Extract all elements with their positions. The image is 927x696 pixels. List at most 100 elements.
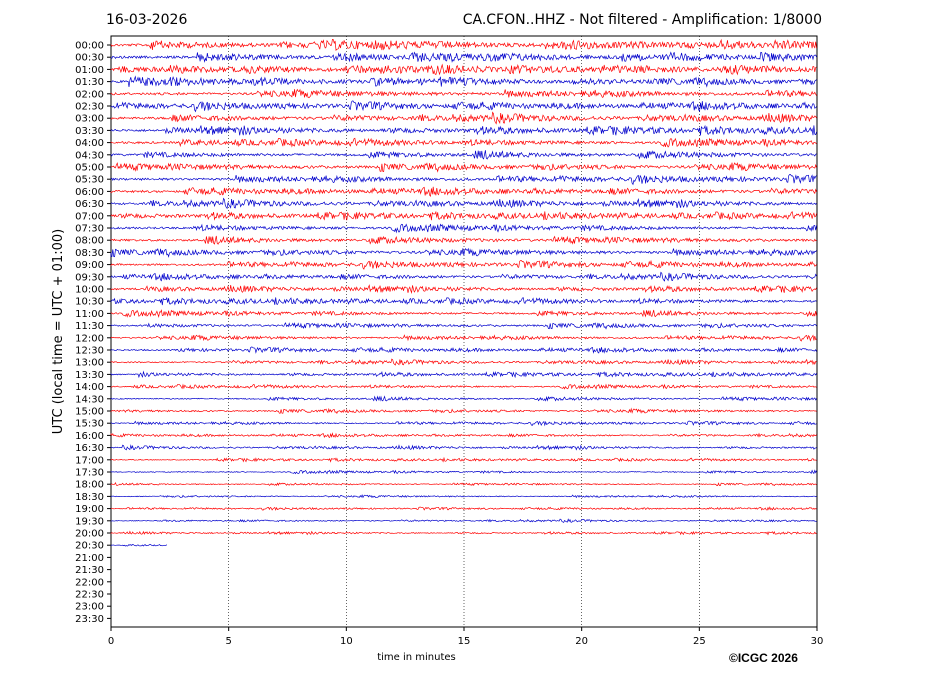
row-label: 15:30 <box>75 419 104 430</box>
row-label: 20:00 <box>75 529 104 540</box>
seismic-trace <box>110 186 817 198</box>
date-label: 16-03-2026 <box>106 12 188 28</box>
row-label: 14:00 <box>75 382 104 393</box>
row-label: 15:00 <box>75 407 104 418</box>
seismic-trace <box>110 518 817 523</box>
row-label: 16:00 <box>75 431 104 442</box>
row-label: 13:00 <box>75 358 104 369</box>
seismic-trace <box>110 469 817 475</box>
row-label: 14:30 <box>75 394 104 405</box>
row-label: 02:00 <box>75 89 104 100</box>
seismic-trace <box>110 88 817 99</box>
seismic-trace <box>110 334 817 342</box>
row-label: 06:30 <box>75 199 104 210</box>
row-label: 10:00 <box>75 285 104 296</box>
row-label: 12:30 <box>75 346 104 357</box>
plot-frame <box>110 35 818 628</box>
row-label: 19:00 <box>75 504 104 515</box>
seismic-trace <box>110 494 817 499</box>
seismic-trace <box>110 407 817 414</box>
seismic-trace <box>110 395 817 402</box>
row-label: 22:30 <box>75 590 104 601</box>
x-tick-label: 25 <box>693 636 706 647</box>
seismic-trace <box>110 481 817 487</box>
seismic-trace <box>110 197 817 210</box>
row-label: 12:00 <box>75 333 104 344</box>
row-label: 08:00 <box>75 236 104 247</box>
row-label: 00:00 <box>75 41 104 52</box>
x-tick-label: 5 <box>225 636 231 647</box>
seismic-trace <box>110 137 817 148</box>
row-label: 23:30 <box>75 614 104 625</box>
x-tick-label: 30 <box>811 636 824 647</box>
seismic-trace <box>110 530 817 536</box>
seismic-trace <box>110 100 817 113</box>
seismic-trace <box>110 309 817 318</box>
row-label: 01:00 <box>75 65 104 76</box>
row-label: 17:00 <box>75 455 104 466</box>
seismic-trace <box>110 162 817 173</box>
seismic-trace <box>110 210 817 221</box>
seismic-trace <box>110 543 168 547</box>
x-tick-label: 10 <box>340 636 353 647</box>
row-label: 11:30 <box>75 321 104 332</box>
seismic-trace <box>110 63 817 76</box>
row-label: 03:00 <box>75 114 104 125</box>
row-label: 00:30 <box>75 53 104 64</box>
row-label: 05:30 <box>75 175 104 186</box>
seismic-trace <box>110 247 817 258</box>
row-label: 17:30 <box>75 468 104 479</box>
seismic-trace <box>110 75 817 88</box>
row-label: 08:30 <box>75 248 104 259</box>
row-label: 02:30 <box>75 102 104 113</box>
row-label: 11:00 <box>75 309 104 320</box>
row-label: 05:00 <box>75 163 104 174</box>
row-label: 03:30 <box>75 126 104 137</box>
row-label: 20:30 <box>75 541 104 552</box>
row-label: 07:30 <box>75 224 104 235</box>
row-label: 13:30 <box>75 370 104 381</box>
row-label: 09:30 <box>75 272 104 283</box>
seismic-trace <box>110 432 817 439</box>
x-tick-label: 0 <box>108 636 114 647</box>
row-label: 23:00 <box>75 602 104 613</box>
seismic-trace <box>110 223 817 234</box>
row-label: 04:30 <box>75 150 104 161</box>
row-label: 07:00 <box>75 211 104 222</box>
row-label: 09:00 <box>75 260 104 271</box>
x-tick-label: 20 <box>575 636 588 647</box>
chart-title: CA.CFON..HHZ - Not filtered - Amplificat… <box>462 12 822 28</box>
seismic-trace <box>110 38 817 52</box>
row-label: 16:30 <box>75 443 104 454</box>
row-label: 19:30 <box>75 516 104 527</box>
row-label: 01:30 <box>75 77 104 88</box>
x-axis-label: time in minutes <box>377 652 456 663</box>
seismic-trace <box>110 284 817 295</box>
row-label: 21:00 <box>75 553 104 564</box>
seismic-trace <box>110 296 817 306</box>
seismic-trace <box>110 444 817 451</box>
seismic-trace <box>110 383 817 390</box>
x-tick-label: 15 <box>458 636 471 647</box>
seismic-trace <box>110 235 817 245</box>
y-axis-label: UTC (local time = UTC + 01:00) <box>51 229 66 434</box>
row-label: 22:00 <box>75 577 104 588</box>
seismic-trace <box>110 322 817 330</box>
seismic-trace <box>110 370 817 379</box>
row-label: 04:00 <box>75 138 104 149</box>
seismic-trace <box>110 111 817 125</box>
row-label: 21:30 <box>75 565 104 576</box>
seismic-trace <box>110 124 817 136</box>
row-label: 06:00 <box>75 187 104 198</box>
seismic-trace <box>110 150 817 160</box>
row-label: 18:00 <box>75 480 104 491</box>
seismic-trace <box>110 456 817 463</box>
copyright-label: ©ICGC 2026 <box>729 651 798 665</box>
seismic-trace <box>110 51 817 63</box>
seismic-trace <box>110 271 817 282</box>
seismic-trace <box>110 346 817 354</box>
seismic-trace <box>110 358 817 366</box>
row-label: 18:30 <box>75 492 104 503</box>
row-label: 10:30 <box>75 297 104 308</box>
